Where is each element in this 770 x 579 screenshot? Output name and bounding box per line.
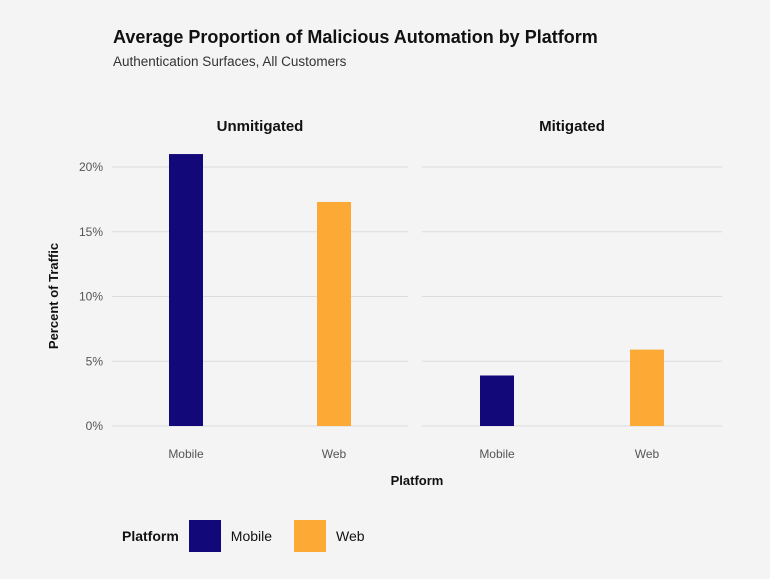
facet-label-unmitigated: Unmitigated [217, 118, 304, 135]
x-tick-label: Mobile [479, 447, 515, 461]
y-tick-label: 15% [79, 225, 103, 239]
bar-unmitigated-mobile [169, 154, 203, 427]
y-axis-label: Percent of Traffic [46, 243, 61, 349]
x-axis-label: Platform [391, 473, 444, 488]
legend: Platform Mobile Web [122, 520, 387, 552]
facet-label-mitigated: Mitigated [539, 118, 605, 135]
bar-mitigated-web [630, 349, 664, 426]
bar-mitigated-mobile [480, 375, 514, 426]
legend-label-mobile: Mobile [230, 528, 273, 544]
legend-title: Platform [122, 528, 179, 544]
legend-label-web: Web [336, 528, 365, 544]
x-tick-label: Web [635, 447, 660, 461]
legend-swatch-mobile [188, 520, 221, 552]
y-tick-label: 0% [86, 419, 104, 433]
x-tick-label: Mobile [168, 447, 204, 461]
y-tick-label: 5% [86, 354, 104, 368]
y-tick-label: 20% [79, 160, 103, 174]
y-tick-label: 10% [79, 290, 103, 304]
bar-unmitigated-web [317, 201, 351, 426]
chart-title: Average Proportion of Malicious Automati… [113, 27, 598, 47]
legend-swatch-web [294, 520, 327, 552]
x-tick-label: Web [322, 447, 347, 461]
chart-subtitle: Authentication Surfaces, All Customers [113, 54, 347, 69]
